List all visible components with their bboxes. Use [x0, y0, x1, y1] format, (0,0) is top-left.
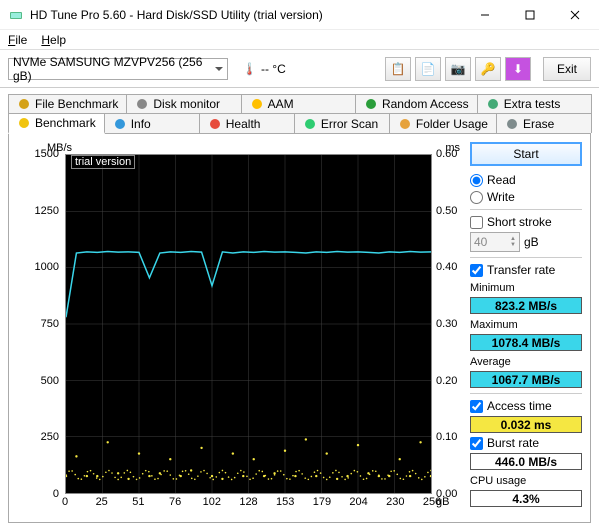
minimize-button[interactable]	[462, 1, 507, 29]
transfer-rate-check[interactable]: Transfer rate	[470, 263, 582, 277]
thermometer-icon: 🌡️	[242, 62, 257, 76]
minimum-label: Minimum	[470, 282, 582, 294]
drive-select[interactable]: NVMe SAMSUNG MZVPV256 (256 gB)	[8, 58, 228, 80]
tab-erase[interactable]: Erase	[496, 113, 592, 133]
tab-icon	[17, 116, 31, 130]
benchmark-chart	[65, 154, 432, 494]
tab-disk-monitor[interactable]: Disk monitor	[126, 94, 241, 113]
toolbar: NVMe SAMSUNG MZVPV256 (256 gB) 🌡️ -- °C …	[0, 50, 599, 88]
read-radio[interactable]: Read	[470, 173, 582, 187]
tab-file-benchmark[interactable]: File Benchmark	[8, 94, 127, 113]
save-button[interactable]: ⬇	[505, 57, 531, 81]
tab-row-2: BenchmarkInfoHealthError ScanFolder Usag…	[8, 113, 591, 133]
tab-row-1: File BenchmarkDisk monitorAAMRandom Acce…	[8, 94, 591, 113]
burst-rate-check[interactable]: Burst rate	[470, 436, 582, 450]
copy-screenshot-button[interactable]: 📄	[415, 57, 441, 81]
short-stroke-value[interactable]: 40▲▼	[470, 232, 520, 252]
tab-icon	[135, 97, 149, 111]
maximum-label: Maximum	[470, 319, 582, 331]
tab-aam[interactable]: AAM	[241, 94, 356, 113]
window-title: HD Tune Pro 5.60 - Hard Disk/SSD Utility…	[30, 8, 462, 22]
tab-icon	[398, 117, 412, 131]
y-axis-left-ticks: 0250500750100012501500	[17, 154, 61, 494]
side-panel: Start Read Write Short stroke 40▲▼ gB Tr…	[470, 142, 582, 514]
minimum-value: 823.2 MB/s	[470, 297, 582, 314]
cpu-usage-label: CPU usage	[470, 475, 582, 487]
y-axis-right-ticks: 0.000.100.200.300.400.500.60	[434, 154, 464, 494]
write-radio[interactable]: Write	[470, 190, 582, 204]
burst-rate-value: 446.0 MB/s	[470, 453, 582, 470]
stroke-unit: gB	[524, 235, 539, 249]
start-button[interactable]: Start	[470, 142, 582, 166]
copy-info-button[interactable]: 📋	[385, 57, 411, 81]
temperature-value: -- °C	[261, 62, 286, 76]
tab-random-access[interactable]: Random Access	[355, 94, 478, 113]
tab-error-scan[interactable]: Error Scan	[294, 113, 390, 133]
access-time-check[interactable]: Access time	[470, 399, 582, 413]
maximize-button[interactable]	[507, 1, 552, 29]
average-label: Average	[470, 356, 582, 368]
average-value: 1067.7 MB/s	[470, 371, 582, 388]
x-axis-ticks: 0255176102128153179204230256gB	[65, 496, 432, 514]
tab-icon	[303, 117, 317, 131]
title-bar: HD Tune Pro 5.60 - Hard Disk/SSD Utility…	[0, 0, 599, 30]
temperature-display: 🌡️ -- °C	[242, 62, 286, 76]
tab-health[interactable]: Health	[199, 113, 295, 133]
exit-button[interactable]: Exit	[543, 57, 591, 81]
tab-benchmark[interactable]: Benchmark	[8, 113, 105, 134]
tab-folder-usage[interactable]: Folder Usage	[389, 113, 497, 133]
short-stroke-check[interactable]: Short stroke	[470, 215, 582, 229]
cpu-usage-value: 4.3%	[470, 490, 582, 507]
tab-info[interactable]: Info	[104, 113, 200, 133]
app-icon	[8, 7, 24, 23]
close-button[interactable]	[552, 1, 597, 29]
tab-extra-tests[interactable]: Extra tests	[477, 94, 592, 113]
tab-icon	[208, 117, 222, 131]
menu-help[interactable]: Help	[41, 33, 66, 47]
chart-area: MB/s ms trial version 025050075010001250…	[17, 142, 464, 514]
tab-icon	[17, 97, 31, 111]
tab-icon	[486, 97, 500, 111]
tab-icon	[505, 117, 519, 131]
menu-bar: File Help	[0, 30, 599, 50]
menu-file[interactable]: File	[8, 33, 27, 47]
chart-watermark: trial version	[71, 155, 135, 169]
access-time-value: 0.032 ms	[470, 416, 582, 433]
spinner-icon[interactable]: ▲▼	[510, 236, 516, 248]
tab-icon	[113, 117, 127, 131]
tab-icon	[250, 97, 264, 111]
maximum-value: 1078.4 MB/s	[470, 334, 582, 351]
options-button[interactable]: 🔑	[475, 57, 501, 81]
screenshot-button[interactable]: 📷	[445, 57, 471, 81]
tab-icon	[364, 97, 378, 111]
